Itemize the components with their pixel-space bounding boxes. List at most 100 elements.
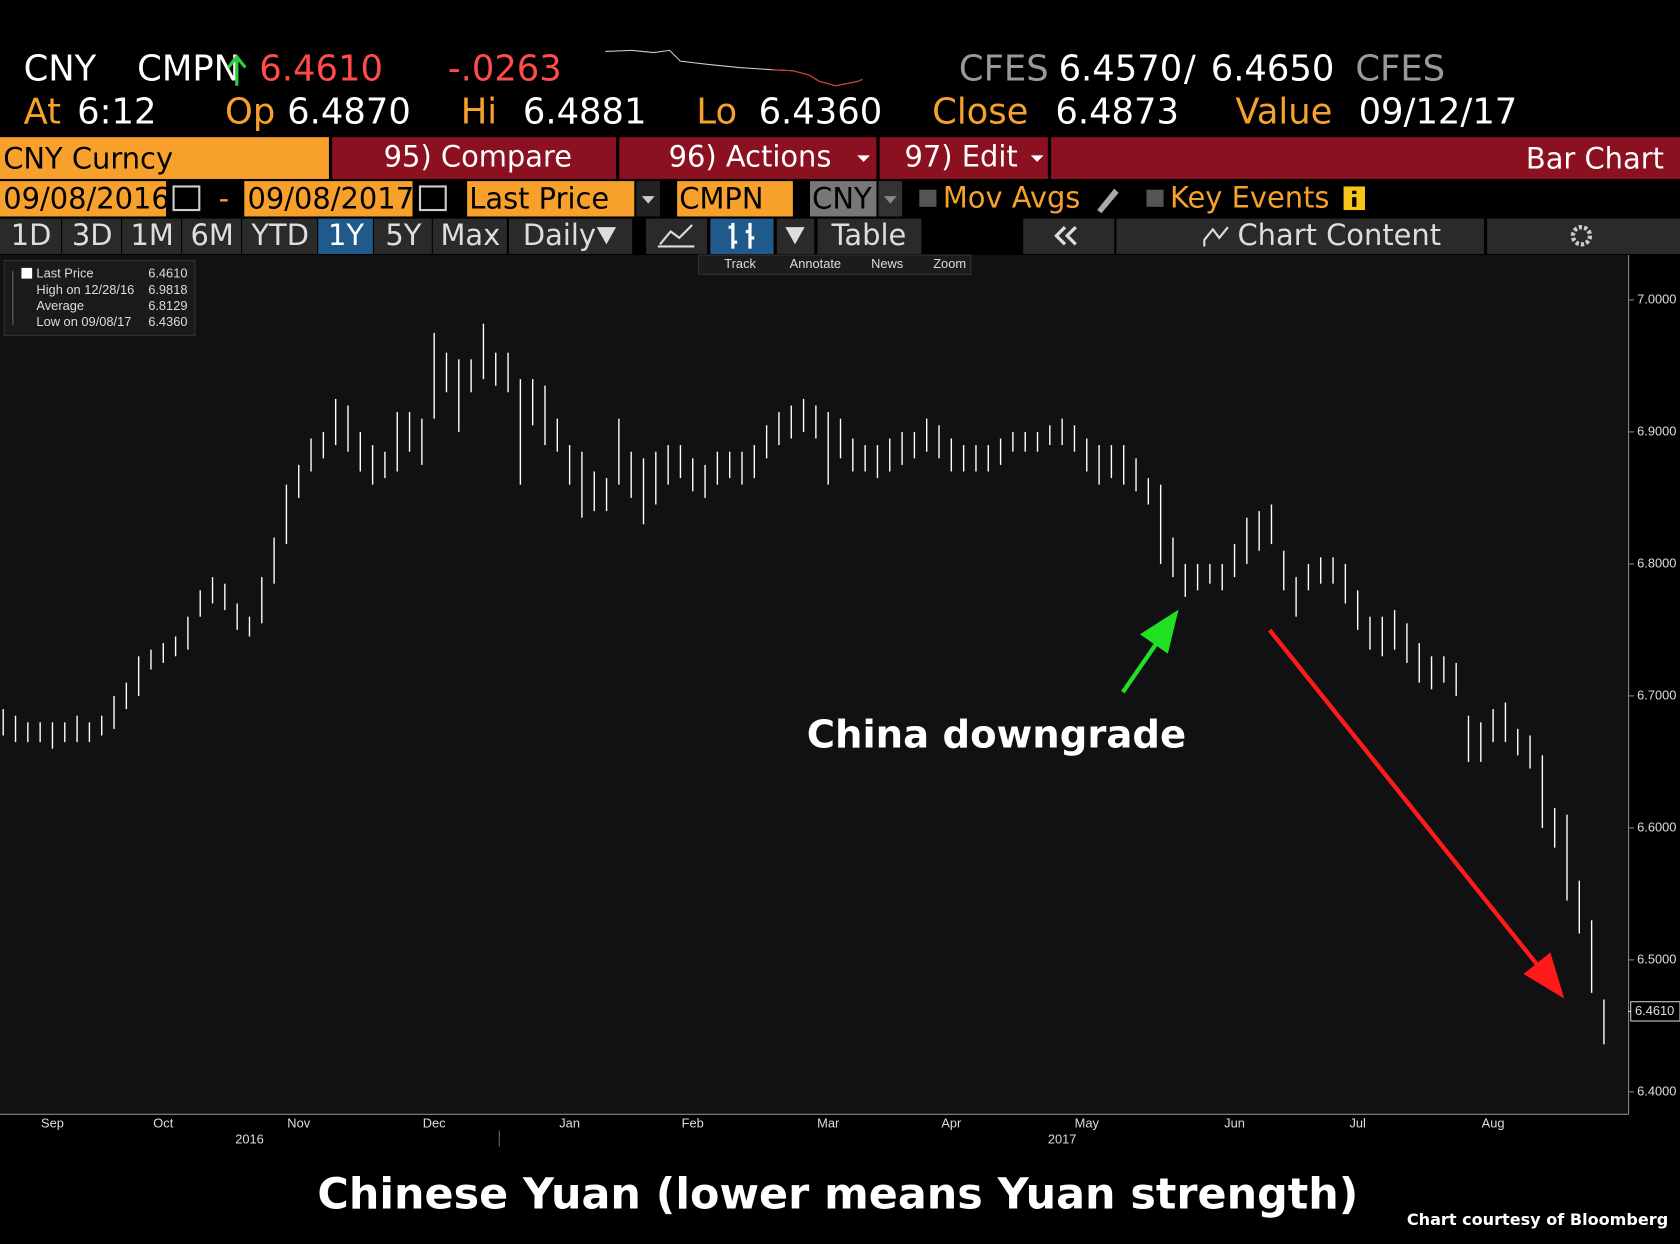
credit: Chart courtesy of Bloomberg <box>1407 1210 1668 1229</box>
period-button[interactable] <box>0 218 62 254</box>
period[interactable]: 3D <box>72 218 113 252</box>
period[interactable]: 1M <box>130 218 173 252</box>
y-tick-label: 7.0000 <box>1637 291 1676 306</box>
info-glyph <box>1352 197 1357 207</box>
end-date-field[interactable] <box>244 181 413 217</box>
frequency[interactable]: Daily <box>523 218 596 252</box>
ask: 6.4650 <box>1211 49 1335 90</box>
chart-content-icon <box>1203 226 1229 247</box>
dash: - <box>219 181 229 215</box>
chart-type: Bar Chart <box>1526 142 1664 176</box>
pencil-icon[interactable] <box>1097 188 1119 214</box>
dropdown-icon <box>883 196 897 204</box>
y-tick-label: 6.6000 <box>1637 819 1676 834</box>
y-tick-label: 6.9000 <box>1637 423 1676 438</box>
period-button[interactable] <box>318 218 373 254</box>
frequency-button[interactable] <box>508 218 633 254</box>
ask-source: CFES <box>1355 49 1445 90</box>
checkbox[interactable] <box>1146 189 1164 207</box>
actions[interactable]: 96) Actions <box>669 140 832 174</box>
period[interactable]: Max <box>440 218 500 252</box>
chart-content[interactable]: Chart Content <box>1238 218 1442 252</box>
tool[interactable]: Annotate <box>790 256 841 271</box>
start-date-field[interactable] <box>0 181 167 217</box>
period[interactable]: 1D <box>11 218 52 252</box>
tools-bar <box>698 254 972 275</box>
calendar-icon[interactable] <box>172 185 201 212</box>
end-date[interactable]: 09/08/2017 <box>247 181 414 215</box>
source-field[interactable] <box>677 181 793 217</box>
period-button[interactable] <box>182 218 242 254</box>
field-select[interactable] <box>467 181 635 217</box>
tool[interactable]: News <box>871 256 903 271</box>
period-button[interactable] <box>373 218 432 254</box>
period-button[interactable] <box>242 218 318 254</box>
currency[interactable]: CNY <box>812 181 872 215</box>
x-tick-label: May <box>1075 1115 1100 1130</box>
y-tick-label: 6.8000 <box>1637 555 1676 570</box>
value-date: 09/12/17 <box>1359 92 1518 133</box>
tool[interactable]: Track <box>724 256 756 271</box>
tool[interactable]: Zoom <box>933 256 966 271</box>
separator: / <box>1184 49 1196 90</box>
currency-field[interactable] <box>810 181 877 217</box>
start-date[interactable]: 09/08/2016 <box>3 181 170 215</box>
annotation: China downgrade <box>807 713 1186 758</box>
period-button[interactable] <box>62 218 122 254</box>
period[interactable]: 6M <box>190 218 233 252</box>
ticker: CNY <box>24 49 97 90</box>
title-bar <box>1051 137 1680 179</box>
dropdown-icon <box>857 155 870 162</box>
legend-value: 6.9818 <box>148 282 187 297</box>
bar-icon <box>728 222 755 249</box>
gear-icon <box>1570 225 1593 247</box>
edit-button[interactable] <box>879 137 1048 179</box>
actions-button[interactable] <box>619 137 877 179</box>
red-arrow <box>1267 628 1545 974</box>
dropdown-icon <box>596 227 617 245</box>
edit[interactable]: 97) Edit <box>904 140 1017 174</box>
open-label: Op <box>225 92 275 133</box>
period[interactable]: 1Y <box>328 218 364 252</box>
key-events[interactable]: Key Events <box>1170 180 1329 214</box>
period-button[interactable] <box>432 218 507 254</box>
at-label: At <box>24 92 62 133</box>
last-price-label: 6.4610 <box>1635 1003 1674 1018</box>
checkbox[interactable] <box>919 189 937 207</box>
bid: 6.4570 <box>1059 49 1183 90</box>
compare-button[interactable] <box>332 137 617 179</box>
mov-avgs[interactable]: Mov Avgs <box>943 180 1081 214</box>
x-tick-label: Aug <box>1482 1115 1505 1130</box>
x-tick-label: Feb <box>682 1115 704 1130</box>
calendar-icon[interactable] <box>418 185 447 212</box>
period-button[interactable] <box>122 218 182 254</box>
close: 6.4873 <box>1055 92 1179 133</box>
legend-label: High on 12/28/16 <box>36 282 134 297</box>
year-label: 2016 <box>235 1131 264 1146</box>
open: 6.4870 <box>287 92 411 133</box>
period[interactable]: 5Y <box>385 218 421 252</box>
last: 6.4610 <box>259 49 383 90</box>
security-field[interactable] <box>0 137 329 179</box>
collapse-icon <box>1054 226 1077 246</box>
compare[interactable]: 95) Compare <box>384 140 572 174</box>
green-arrowhead <box>1140 609 1179 654</box>
change: -.0263 <box>448 49 562 90</box>
bar-chart-button[interactable] <box>710 218 774 254</box>
security[interactable]: CNY Curncy <box>3 142 173 176</box>
dropdown-icon <box>785 227 805 245</box>
x-tick-label: Nov <box>287 1115 310 1130</box>
field[interactable]: Last Price <box>469 181 609 215</box>
caption: Chinese Yuan (lower means Yuan strength) <box>317 1169 1358 1219</box>
red-arrowhead <box>1523 952 1565 999</box>
table[interactable]: Table <box>831 218 907 252</box>
legend-box <box>3 259 196 336</box>
x-tick-label: Apr <box>941 1115 962 1130</box>
chart-content-button[interactable] <box>1116 218 1484 254</box>
settings-button[interactable] <box>1487 218 1680 254</box>
dropdown-icon <box>1030 155 1044 162</box>
table-button[interactable] <box>817 218 922 254</box>
period[interactable]: YTD <box>250 218 309 252</box>
source-value[interactable]: CMPN <box>679 181 763 215</box>
